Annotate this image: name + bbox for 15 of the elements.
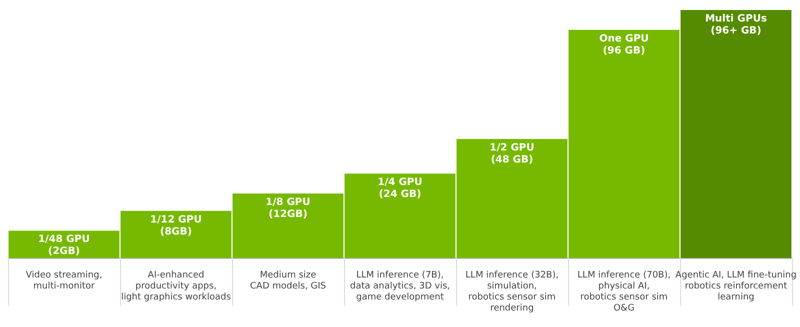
annotation: 1/48 GPU (2GB) bbox=[38, 234, 90, 258]
x-tick-label: Agentic AI, LLM fine-tuning robotics reinforcement learning bbox=[675, 270, 797, 302]
x-tick-label: Medium size CAD models, GIS bbox=[250, 270, 326, 292]
x-tick-label: LLM inference (32B), simulation, robotics sensor sim rendering bbox=[465, 270, 559, 314]
annotation: 1/8 GPU (12GB) bbox=[266, 197, 310, 220]
annotation: 1/4 GPU (24 GB) bbox=[378, 177, 422, 200]
annotation: One GPU (96 GB) bbox=[599, 33, 649, 56]
annotation: 1/2 GPU (48 GB) bbox=[490, 142, 534, 166]
annotation: Multi GPUs (96+ GB) bbox=[705, 14, 767, 36]
x-tick-label: AI-enhanced productivity apps, light graphics workloads bbox=[121, 270, 232, 302]
x-tick-label: LLM inference (7B), data analytics, 3D vis, game development bbox=[350, 270, 450, 302]
x-tick-label: LLM inference (70B), physical AI, robotics sensor sim O&G bbox=[577, 270, 671, 314]
bar bbox=[680, 10, 792, 258]
x-tick-label: Video streaming, multi-monitor bbox=[26, 270, 102, 292]
annotation: 1/12 GPU (8GB) bbox=[150, 214, 202, 238]
